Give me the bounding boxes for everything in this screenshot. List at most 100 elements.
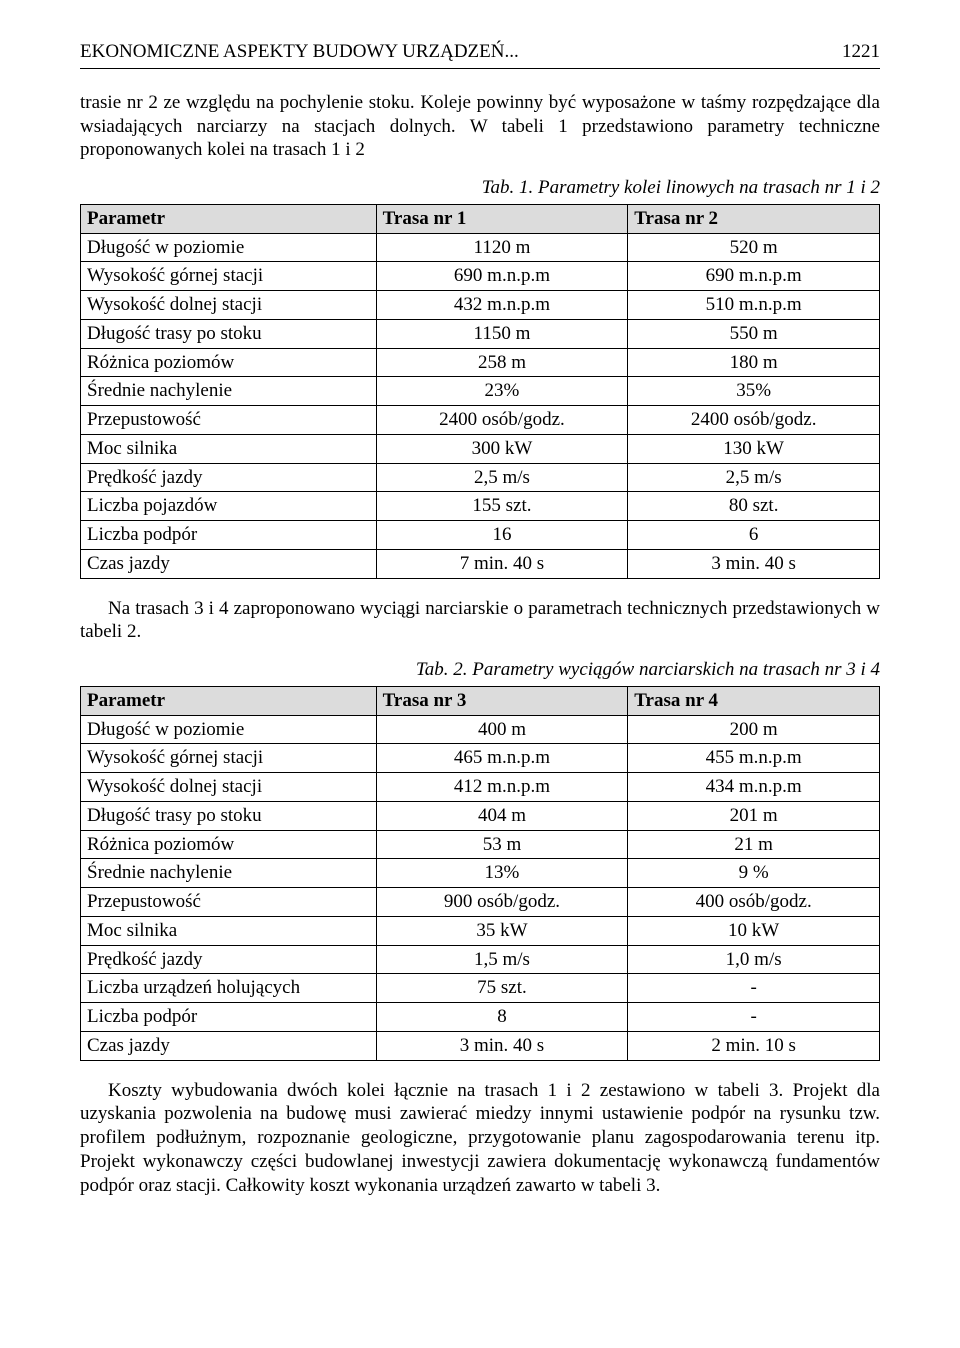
table-row: Długość trasy po stoku1150 m550 m — [81, 319, 880, 348]
paragraph-1: trasie nr 2 ze względu na pochylenie sto… — [80, 91, 880, 162]
table-row: Liczba urządzeń holujących75 szt.- — [81, 974, 880, 1003]
value-cell: 53 m — [376, 830, 628, 859]
value-cell: 8 — [376, 1003, 628, 1032]
value-cell: 1150 m — [376, 319, 628, 348]
param-cell: Prędkość jazdy — [81, 463, 377, 492]
table-row: Moc silnika300 kW130 kW — [81, 434, 880, 463]
table-header-c1: Trasa nr 1 — [376, 204, 628, 233]
value-cell: 404 m — [376, 801, 628, 830]
param-cell: Czas jazdy — [81, 549, 377, 578]
value-cell: 200 m — [628, 715, 880, 744]
value-cell: 23% — [376, 377, 628, 406]
param-cell: Średnie nachylenie — [81, 859, 377, 888]
paragraph-3: Koszty wybudowania dwóch kolei łącznie n… — [80, 1079, 880, 1198]
param-cell: Czas jazdy — [81, 1031, 377, 1060]
value-cell: 155 szt. — [376, 492, 628, 521]
param-cell: Średnie nachylenie — [81, 377, 377, 406]
value-cell: 2400 osób/godz. — [628, 406, 880, 435]
value-cell: 130 kW — [628, 434, 880, 463]
param-cell: Różnica poziomów — [81, 830, 377, 859]
running-title: EKONOMICZNE ASPEKTY BUDOWY URZĄDZEŃ... — [80, 40, 519, 64]
value-cell: 75 szt. — [376, 974, 628, 1003]
value-cell: 412 m.n.p.m — [376, 773, 628, 802]
table-row: Czas jazdy7 min. 40 s3 min. 40 s — [81, 549, 880, 578]
value-cell: 2400 osób/godz. — [376, 406, 628, 435]
value-cell: 258 m — [376, 348, 628, 377]
table-row: Liczba podpór8- — [81, 1003, 880, 1032]
value-cell: 690 m.n.p.m — [376, 262, 628, 291]
value-cell: 35 kW — [376, 916, 628, 945]
param-cell: Liczba pojazdów — [81, 492, 377, 521]
value-cell: 432 m.n.p.m — [376, 291, 628, 320]
value-cell: - — [628, 1003, 880, 1032]
value-cell: 400 osób/godz. — [628, 888, 880, 917]
table-row: Długość w poziomie1120 m520 m — [81, 233, 880, 262]
table-2-caption: Tab. 2. Parametry wyciągów narciarskich … — [80, 658, 880, 682]
value-cell: 2 min. 10 s — [628, 1031, 880, 1060]
value-cell: 7 min. 40 s — [376, 549, 628, 578]
value-cell: 690 m.n.p.m — [628, 262, 880, 291]
value-cell: 1,5 m/s — [376, 945, 628, 974]
table-row: Liczba pojazdów155 szt.80 szt. — [81, 492, 880, 521]
table-2-body: Długość w poziomie400 m200 mWysokość gór… — [81, 715, 880, 1060]
value-cell: 2,5 m/s — [628, 463, 880, 492]
param-cell: Wysokość górnej stacji — [81, 744, 377, 773]
param-cell: Długość w poziomie — [81, 715, 377, 744]
param-cell: Długość trasy po stoku — [81, 319, 377, 348]
table-header-c2: Trasa nr 2 — [628, 204, 880, 233]
param-cell: Moc silnika — [81, 434, 377, 463]
value-cell: 400 m — [376, 715, 628, 744]
page-number: 1221 — [842, 40, 880, 64]
table-row: Moc silnika35 kW10 kW — [81, 916, 880, 945]
table-row: Średnie nachylenie23%35% — [81, 377, 880, 406]
table-row: Wysokość górnej stacji690 m.n.p.m690 m.n… — [81, 262, 880, 291]
value-cell: 1,0 m/s — [628, 945, 880, 974]
table-header-c2: Trasa nr 4 — [628, 686, 880, 715]
value-cell: 2,5 m/s — [376, 463, 628, 492]
value-cell: 21 m — [628, 830, 880, 859]
table-1-body: Długość w poziomie1120 m520 mWysokość gó… — [81, 233, 880, 578]
value-cell: 13% — [376, 859, 628, 888]
table-1: Parametr Trasa nr 1 Trasa nr 2 Długość w… — [80, 204, 880, 579]
value-cell: 9 % — [628, 859, 880, 888]
table-2: Parametr Trasa nr 3 Trasa nr 4 Długość w… — [80, 686, 880, 1061]
value-cell: 465 m.n.p.m — [376, 744, 628, 773]
table-row: Różnica poziomów258 m180 m — [81, 348, 880, 377]
value-cell: 201 m — [628, 801, 880, 830]
value-cell: 1120 m — [376, 233, 628, 262]
param-cell: Długość w poziomie — [81, 233, 377, 262]
param-cell: Wysokość dolnej stacji — [81, 773, 377, 802]
table-row: Prędkość jazdy2,5 m/s2,5 m/s — [81, 463, 880, 492]
table-row: Wysokość dolnej stacji432 m.n.p.m510 m.n… — [81, 291, 880, 320]
param-cell: Wysokość górnej stacji — [81, 262, 377, 291]
param-cell: Liczba podpór — [81, 1003, 377, 1032]
value-cell: 180 m — [628, 348, 880, 377]
table-row: Wysokość górnej stacji465 m.n.p.m455 m.n… — [81, 744, 880, 773]
param-cell: Moc silnika — [81, 916, 377, 945]
paragraph-2: Na trasach 3 i 4 zaproponowano wyciągi n… — [80, 597, 880, 645]
page-header: EKONOMICZNE ASPEKTY BUDOWY URZĄDZEŃ... 1… — [80, 40, 880, 69]
table-row: Przepustowość900 osób/godz.400 osób/godz… — [81, 888, 880, 917]
value-cell: 6 — [628, 521, 880, 550]
param-cell: Różnica poziomów — [81, 348, 377, 377]
table-row: Długość w poziomie400 m200 m — [81, 715, 880, 744]
value-cell: 3 min. 40 s — [628, 549, 880, 578]
table-row: Różnica poziomów53 m21 m — [81, 830, 880, 859]
table-row: Wysokość dolnej stacji412 m.n.p.m434 m.n… — [81, 773, 880, 802]
param-cell: Liczba podpór — [81, 521, 377, 550]
value-cell: 900 osób/godz. — [376, 888, 628, 917]
value-cell: 455 m.n.p.m — [628, 744, 880, 773]
value-cell: 300 kW — [376, 434, 628, 463]
value-cell: 16 — [376, 521, 628, 550]
table-header-row: Parametr Trasa nr 3 Trasa nr 4 — [81, 686, 880, 715]
param-cell: Wysokość dolnej stacji — [81, 291, 377, 320]
table-header-param: Parametr — [81, 204, 377, 233]
value-cell: 80 szt. — [628, 492, 880, 521]
table-row: Prędkość jazdy1,5 m/s1,0 m/s — [81, 945, 880, 974]
table-row: Liczba podpór166 — [81, 521, 880, 550]
value-cell: 35% — [628, 377, 880, 406]
table-header-row: Parametr Trasa nr 1 Trasa nr 2 — [81, 204, 880, 233]
value-cell: 520 m — [628, 233, 880, 262]
value-cell: 434 m.n.p.m — [628, 773, 880, 802]
table-row: Przepustowość2400 osób/godz.2400 osób/go… — [81, 406, 880, 435]
